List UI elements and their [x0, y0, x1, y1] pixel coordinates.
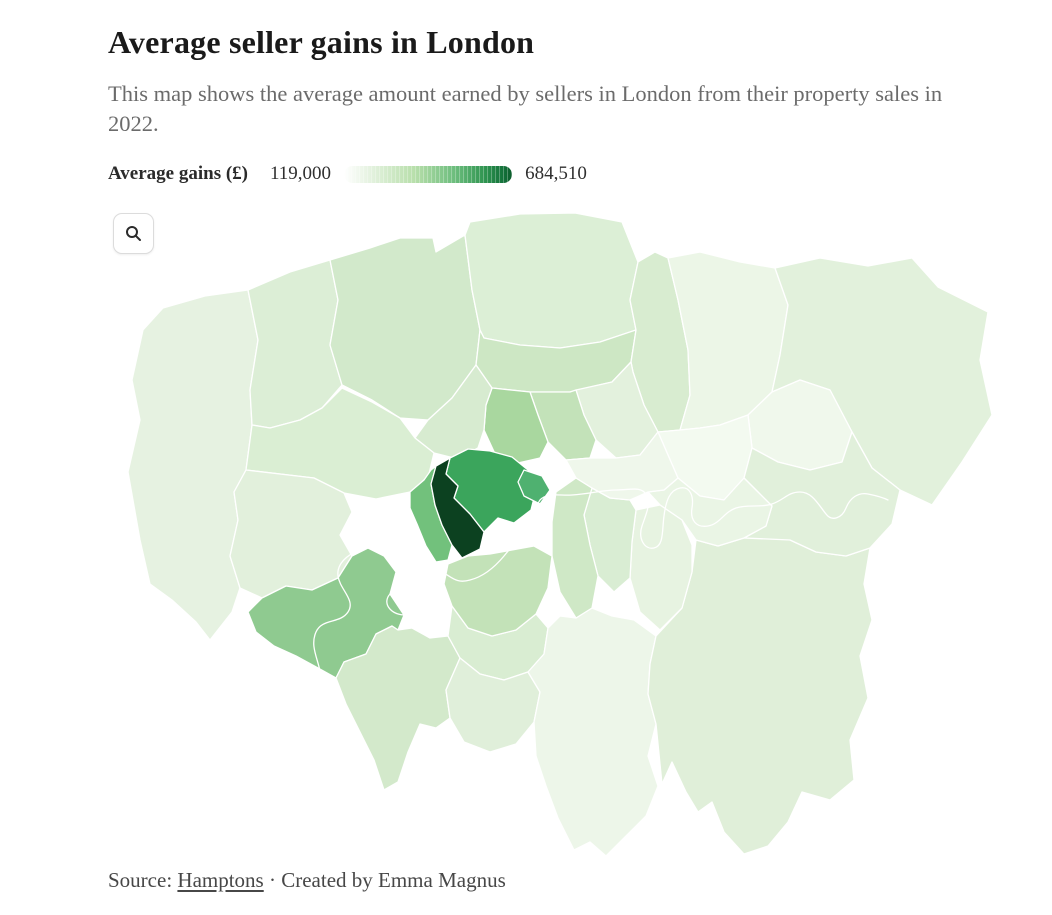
legend-label: Average gains (£): [108, 163, 249, 184]
river-thames: [313, 487, 889, 685]
region-tower-hamlets[interactable]: [565, 431, 679, 501]
source-label: Source:: [108, 868, 178, 892]
boroughs-group: [127, 212, 993, 857]
region-croydon[interactable]: [527, 607, 659, 857]
region-hillingdon[interactable]: [127, 289, 259, 641]
page-title: Average seller gains in London: [108, 24, 535, 60]
region-enfield[interactable]: [464, 212, 639, 349]
region-hounslow[interactable]: [229, 469, 353, 599]
region-city-of-london[interactable]: [517, 469, 551, 505]
region-sutton[interactable]: [445, 657, 541, 753]
region-kensington-and-chelsea[interactable]: [430, 457, 485, 559]
attribution: Source: Hamptons · Created by Emma Magnu…: [108, 868, 506, 893]
credit-text: · Created by Emma Magnus: [263, 868, 506, 892]
legend-gradient-bar: [344, 165, 513, 183]
search-icon: [125, 225, 142, 242]
source-link[interactable]: Hamptons: [177, 868, 264, 892]
search-button[interactable]: [113, 213, 154, 254]
region-wandsworth[interactable]: [443, 545, 553, 637]
legend-min-value: 119,000: [270, 163, 332, 184]
legend-max-value: 684,510: [525, 163, 587, 184]
legend: Average gains (£) 119,000 684,510: [108, 162, 587, 186]
page-subtitle: This map shows the average amount earned…: [108, 81, 943, 136]
